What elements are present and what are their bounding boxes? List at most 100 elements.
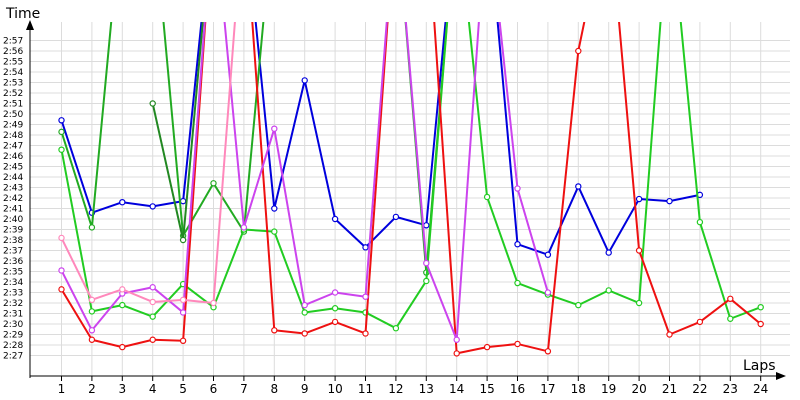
data-point	[514, 340, 521, 348]
y-tick-label: 2:32	[3, 299, 23, 309]
x-tick-label: 23	[723, 382, 738, 396]
x-axis-arrow	[776, 372, 786, 380]
data-point	[757, 320, 764, 328]
data-point	[271, 228, 278, 235]
data-point	[179, 197, 187, 205]
data-point	[331, 215, 339, 223]
y-tick-label: 2:48	[3, 131, 23, 141]
data-point	[666, 197, 673, 205]
data-point	[88, 336, 96, 343]
series-6	[58, 22, 552, 343]
y-tick-label: 2:39	[3, 226, 23, 236]
series-4	[58, 22, 764, 332]
data-point	[605, 249, 612, 256]
x-tick-label: 12	[388, 382, 403, 396]
data-point	[179, 236, 187, 244]
tick-labels: 2:272:282:292:302:312:322:332:342:352:36…	[3, 37, 768, 397]
y-tick-label: 2:36	[3, 257, 23, 267]
data-point	[149, 336, 156, 343]
data-point	[423, 277, 430, 285]
data-point	[88, 296, 96, 304]
data-point	[696, 218, 704, 226]
data-point	[119, 343, 126, 351]
data-point	[301, 77, 308, 84]
series-1	[58, 22, 704, 258]
x-tick-label: 8	[270, 382, 278, 396]
data-point	[271, 125, 278, 132]
data-point	[179, 309, 187, 316]
data-point	[149, 203, 156, 210]
y-tick-label: 2:37	[3, 247, 23, 257]
data-point	[58, 267, 65, 274]
x-tick-label: 17	[540, 382, 555, 396]
data-point	[362, 244, 369, 251]
data-point	[453, 336, 460, 343]
x-tick-label: 4	[149, 382, 157, 396]
data-point	[483, 193, 491, 201]
data-point	[514, 240, 521, 248]
data-point	[483, 343, 491, 351]
y-axis-title: Time	[5, 6, 40, 22]
y-tick-label: 2:28	[3, 341, 23, 351]
data-point	[757, 304, 764, 311]
y-tick-label: 2:50	[3, 110, 23, 120]
data-point	[544, 289, 552, 296]
data-point	[331, 289, 339, 296]
series-line	[60, 22, 701, 256]
data-point	[423, 259, 430, 267]
data-point	[179, 296, 187, 304]
series-line	[60, 22, 762, 355]
data-point	[179, 337, 187, 344]
data-point	[88, 308, 96, 315]
data-point	[423, 222, 430, 229]
y-axis-arrow	[26, 20, 34, 30]
data-point	[575, 183, 582, 190]
y-tick-label: 2:43	[3, 184, 23, 194]
data-point	[271, 327, 278, 334]
data-point	[58, 128, 65, 136]
data-point	[58, 146, 65, 153]
data-point	[453, 350, 460, 357]
y-tick-label: 2:41	[3, 205, 23, 215]
data-point	[88, 327, 96, 334]
series-3	[149, 22, 204, 244]
y-tick-label: 2:27	[3, 352, 23, 362]
x-tick-label: 15	[479, 382, 494, 396]
data-point	[727, 295, 734, 302]
data-point	[119, 286, 126, 293]
y-tick-label: 2:45	[3, 163, 23, 173]
data-point	[727, 315, 734, 322]
data-point	[635, 247, 643, 254]
data-point	[301, 301, 308, 309]
data-point	[240, 224, 248, 231]
data-point	[149, 100, 156, 107]
data-point	[362, 293, 369, 300]
x-tick-label: 5	[179, 382, 187, 396]
data-point	[362, 330, 369, 337]
y-tick-label: 2:51	[3, 100, 23, 110]
x-tick-label: 6	[210, 382, 218, 396]
data-point	[575, 47, 582, 55]
data-point	[271, 205, 278, 212]
y-tick-label: 2:54	[3, 68, 23, 78]
x-tick-label: 3	[118, 382, 126, 396]
y-tick-label: 2:42	[3, 194, 23, 204]
x-tick-label: 13	[419, 382, 434, 396]
y-tick-label: 2:34	[3, 278, 23, 288]
data-point	[696, 318, 704, 326]
y-tick-label: 2:46	[3, 152, 23, 162]
y-tick-label: 2:35	[3, 268, 23, 278]
x-tick-label: 9	[301, 382, 309, 396]
data-point	[331, 305, 339, 312]
data-point	[210, 299, 217, 307]
y-tick-label: 2:52	[3, 89, 23, 99]
data-point	[301, 330, 308, 337]
data-point	[666, 331, 673, 338]
data-point	[301, 309, 308, 316]
data-point	[544, 251, 552, 258]
y-tick-label: 2:29	[3, 331, 23, 341]
y-tick-label: 2:57	[3, 37, 23, 47]
data-point	[544, 348, 552, 355]
data-point	[514, 279, 521, 287]
y-tick-label: 2:55	[3, 58, 23, 68]
